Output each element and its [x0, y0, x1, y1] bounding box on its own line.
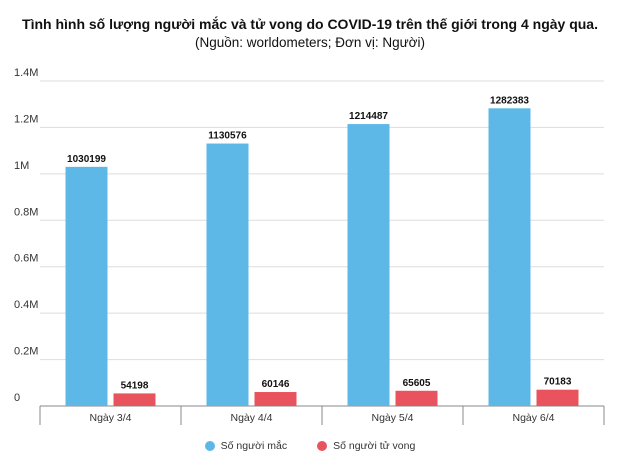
- y-tick-label: 1.2M: [14, 113, 38, 125]
- legend-swatch: [317, 441, 328, 451]
- y-tick-label: 1M: [14, 160, 29, 172]
- data-label: 1130576: [208, 131, 247, 142]
- data-label: 60146: [262, 379, 290, 390]
- x-tick-label: Ngày 4/4: [230, 412, 272, 424]
- chart-legend: Số người mắc Số người tử vong: [0, 440, 620, 452]
- bar-deaths: [536, 389, 579, 406]
- legend-label: Số người mắc: [220, 440, 288, 452]
- legend-item: Số người tử vong: [317, 440, 415, 452]
- bar-cases: [488, 108, 531, 406]
- y-tick-label: 0.2M: [14, 346, 38, 358]
- legend-item: Số người mắc: [204, 440, 288, 452]
- y-tick-label: 0.4M: [14, 299, 38, 311]
- data-label: 1282383: [490, 95, 529, 106]
- bar-cases: [65, 166, 108, 406]
- data-label: 65605: [403, 378, 431, 389]
- y-tick-label: 0: [14, 392, 20, 404]
- x-tick-label: Ngày 5/4: [371, 412, 413, 424]
- x-tick-label: Ngày 6/4: [512, 412, 554, 424]
- data-label: 54198: [121, 380, 149, 391]
- legend-label: Số người tử vong: [333, 440, 416, 452]
- bar-deaths: [254, 392, 297, 406]
- bar-deaths: [113, 393, 156, 406]
- data-label: 1030199: [67, 154, 106, 165]
- data-label: 1214487: [349, 111, 388, 122]
- bar-cases: [347, 124, 390, 406]
- y-tick-label: 0.8M: [14, 206, 38, 218]
- bar-cases: [206, 143, 249, 406]
- y-tick-label: 1.4M: [14, 67, 38, 79]
- legend-swatch: [204, 441, 215, 451]
- y-tick-label: 0.6M: [14, 253, 38, 265]
- x-tick-label: Ngày 3/4: [89, 412, 131, 424]
- data-label: 70183: [544, 377, 572, 388]
- bar-chart: 0 0.2M 0.4M 0.6M 0.8M 1M 1.2M 1.4M 1030199 54198 N…: [14, 67, 605, 425]
- chart-title: Tình hình số lượng người mắc và tử vong …: [22, 16, 598, 32]
- chart-subtitle: (Nguồn: worldometers; Đơn vị: Người): [194, 35, 426, 50]
- bar-deaths: [395, 390, 438, 406]
